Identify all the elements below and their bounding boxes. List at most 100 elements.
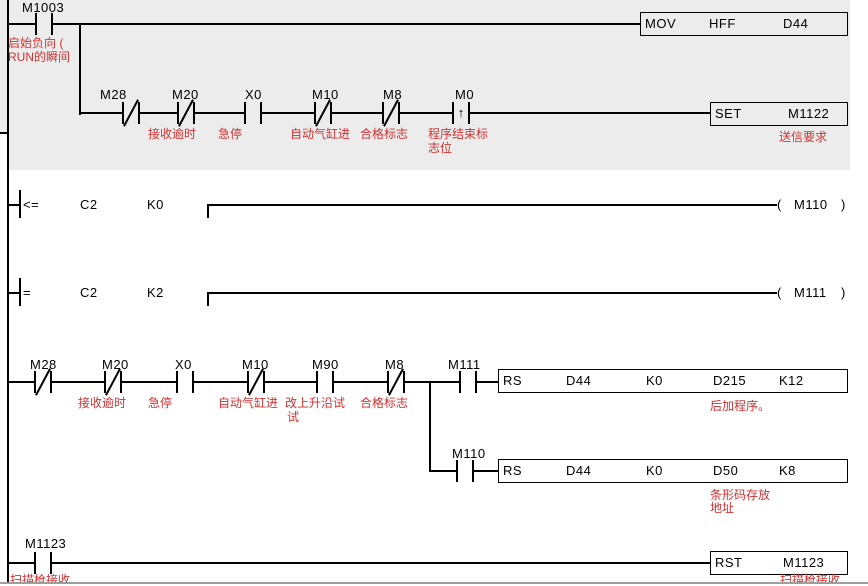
contact-bar — [193, 102, 195, 124]
comment-m8: 合格标志 — [360, 127, 409, 141]
contact-m10-nc[interactable] — [247, 368, 265, 396]
param-1: D44 — [566, 373, 592, 388]
param-1: M1122 — [788, 106, 830, 121]
param-2: K0 — [646, 463, 663, 478]
contact-m8-nc[interactable] — [387, 368, 405, 396]
contact-x0-no[interactable] — [244, 102, 262, 124]
coil-m111[interactable]: M111 — [794, 285, 827, 300]
device-label-m20: M20 — [172, 87, 199, 102]
coil-open-paren: ( — [777, 285, 782, 300]
contact-m28-nc[interactable] — [122, 99, 140, 127]
opcode-label: MOV — [645, 16, 677, 31]
coil-close-paren: ) — [841, 197, 846, 212]
comment-x0: 急停 — [218, 127, 243, 141]
contact-x0-no[interactable] — [176, 371, 194, 393]
device-label-x0: X0 — [175, 357, 192, 372]
left-margin-notch — [0, 133, 8, 170]
device-label-m8: M8 — [385, 357, 405, 372]
contact-bar — [472, 460, 474, 482]
comment-d50-line2: 地址 — [710, 501, 735, 515]
contact-m1123-no[interactable] — [34, 552, 52, 574]
compare-operator[interactable]: = — [23, 285, 32, 300]
compare-operand-k2: K2 — [147, 285, 164, 300]
opcode-label: SET — [715, 106, 742, 121]
param-2: D44 — [783, 16, 809, 31]
instruction-box-rst[interactable]: RST M1123 — [710, 551, 848, 575]
compare-tick-right — [207, 292, 209, 306]
compare-operand-c2: C2 — [80, 197, 98, 212]
instruction-box-mov[interactable]: MOV HFF D44 — [640, 12, 848, 36]
contact-m28-nc[interactable] — [34, 368, 52, 396]
contact-bar — [247, 371, 249, 393]
contact-bar — [314, 102, 316, 124]
nc-slash-icon — [35, 368, 51, 396]
comment-m8: 合格标志 — [360, 396, 409, 410]
instruction-box-rs-1[interactable]: RS D44 K0 D215 K12 — [498, 369, 848, 393]
contact-m90-no[interactable] — [316, 371, 334, 393]
param-3: D215 — [713, 373, 747, 388]
compare-operator[interactable]: <= — [23, 197, 40, 212]
device-label-m28: M28 — [30, 357, 57, 372]
compare-tick-left — [19, 278, 21, 306]
below-edge-strip — [0, 584, 868, 586]
contact-bar — [456, 460, 458, 482]
device-label-x0: X0 — [245, 87, 262, 102]
contact-m1003-no[interactable] — [35, 13, 53, 35]
instruction-box-set[interactable]: SET M1122 — [710, 102, 848, 126]
rung3-wire-right — [208, 204, 777, 206]
comment-m90-line1: 改上升沿试 — [285, 396, 346, 410]
contact-bar — [475, 371, 477, 393]
opcode-label: RST — [715, 555, 743, 570]
comment-m1003-line1: 启始负向 ( — [8, 36, 64, 50]
contact-bar — [122, 102, 124, 124]
contact-m111-no[interactable] — [459, 371, 477, 393]
contact-m10-nc[interactable] — [314, 99, 332, 127]
comment-m90-line2: 试 — [287, 410, 300, 424]
contact-bar — [51, 13, 53, 35]
nc-slash-icon — [383, 99, 399, 127]
contact-m0-rising-edge[interactable] — [452, 102, 470, 124]
contact-bar — [104, 371, 106, 393]
nc-slash-icon — [248, 368, 264, 396]
rung1-branch-wire — [79, 23, 81, 115]
opcode-label: RS — [503, 463, 523, 478]
left-power-rail — [7, 0, 9, 582]
contact-bar — [387, 371, 389, 393]
device-label-m28: M28 — [100, 87, 127, 102]
contact-m20-nc[interactable] — [104, 368, 122, 396]
rung5-branch-wire — [429, 381, 431, 472]
rung1-wire — [9, 23, 640, 25]
nc-slash-icon — [388, 368, 404, 396]
instruction-box-rs-2[interactable]: RS D44 K0 D50 K8 — [498, 459, 848, 483]
param-2: K0 — [646, 373, 663, 388]
comment-m0-line2: 志位 — [428, 141, 453, 155]
comment-d215: 后加程序。 — [710, 399, 771, 413]
coil-open-paren: ( — [777, 197, 782, 212]
contact-bar — [177, 102, 179, 124]
opcode-label: RS — [503, 373, 523, 388]
param-1: HFF — [709, 16, 736, 31]
device-label-m111: M111 — [448, 357, 481, 372]
contact-m8-nc[interactable] — [382, 99, 400, 127]
contact-m20-nc[interactable] — [177, 99, 195, 127]
device-label-m1123: M1123 — [25, 536, 67, 551]
device-label-m10: M10 — [242, 357, 269, 372]
comment-m10: 自动气缸进 — [290, 127, 351, 141]
rung4-wire-left — [9, 292, 21, 294]
comment-m20: 接收逾时 — [148, 127, 197, 141]
param-3: D50 — [713, 463, 739, 478]
comment-m1122: 送信要求 — [779, 130, 828, 144]
coil-close-paren: ) — [841, 285, 846, 300]
contact-bar — [260, 102, 262, 124]
contact-bar — [34, 371, 36, 393]
contact-bar — [138, 102, 140, 124]
nc-slash-icon — [123, 99, 139, 127]
param-4: K8 — [779, 463, 796, 478]
contact-bar — [35, 13, 37, 35]
coil-m110[interactable]: M110 — [794, 197, 828, 212]
device-label-m1003: M1003 — [22, 0, 65, 15]
contact-bar — [332, 371, 334, 393]
device-label-m20: M20 — [102, 357, 129, 372]
contact-m110-no[interactable] — [456, 460, 474, 482]
